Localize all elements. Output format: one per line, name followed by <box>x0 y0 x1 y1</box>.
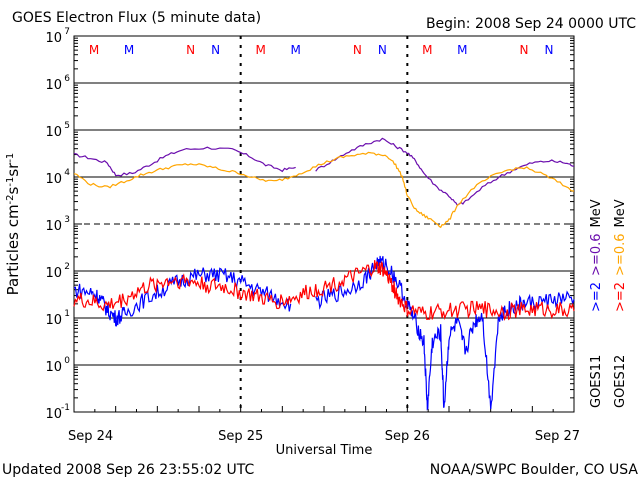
series-line-2 <box>73 151 575 229</box>
x-tick-label-3: Sep 27 <box>535 429 580 444</box>
event-marker-0: M <box>89 43 99 57</box>
x-axis-ticks: Sep 24 Sep 25 Sep 26 Sep 27 <box>68 404 580 444</box>
right-legend-goes12-name-text: GOES12 <box>613 355 628 408</box>
event-marker-7: N <box>378 43 387 57</box>
x-tick-label-2: Sep 26 <box>385 429 430 444</box>
right-legend-goes11: >=2 >=0.6 MeV <box>589 199 604 312</box>
y-axis-title-sr: sr <box>4 162 22 177</box>
y-axis-title-s: s <box>4 186 22 194</box>
right-legend-item: >=2 <box>589 282 604 312</box>
y-axis-title: Particles cm-2s-1sr-1 <box>4 153 22 296</box>
y-tick-label-7: 10 <box>45 78 62 93</box>
y-axis-title-text: Particles cm <box>4 204 22 295</box>
y-axis-title-exp3: -1 <box>5 153 16 163</box>
begin-time: Begin: 2008 Sep 24 0000 UTC <box>426 16 636 32</box>
right-legend-item: >=0.6 <box>589 233 604 275</box>
credit: NOAA/SWPC Boulder, CO USA <box>430 462 639 478</box>
y-tick-exp-0: -1 <box>61 403 70 413</box>
x-axis-title: Universal Time <box>276 443 373 458</box>
right-legend-item: >=0.6 <box>613 233 628 275</box>
right-legend-item: MeV <box>589 199 604 227</box>
right-legend-text-goes11: >=2 >=0.6 MeV <box>589 199 604 312</box>
updated-time: Updated 2008 Sep 26 23:55:02 UTC <box>2 462 255 478</box>
event-marker-9: M <box>457 43 467 57</box>
event-marker-8: M <box>422 43 432 57</box>
y-tick-exp-3: 2 <box>64 262 70 272</box>
y-tick-label-5: 10 <box>45 172 62 187</box>
y-tick-label-8: 10 <box>45 31 62 46</box>
event-marker-5: M <box>290 43 300 57</box>
y-axis-title-exp1: -2 <box>5 194 16 204</box>
event-marker-10: N <box>520 43 529 57</box>
y-tick-exp-6: 5 <box>64 121 70 131</box>
y-tick-label-3: 10 <box>45 266 62 281</box>
y-tick-exp-2: 1 <box>64 309 70 319</box>
y-tick-exp-1: 0 <box>64 356 70 366</box>
y-axis-title-exp2: -1 <box>5 177 16 187</box>
y-tick-label-4: 10 <box>45 219 62 234</box>
right-legend: >=2 >=0.6 MeV >=2 >=0.6 MeV GOES11 GOES12 <box>589 199 628 408</box>
y-tick-exp-7: 6 <box>64 74 70 84</box>
event-marker-4: M <box>255 43 265 57</box>
y-tick-label-1: 10 <box>45 360 62 375</box>
right-legend-item: >=2 <box>613 282 628 312</box>
series-lines <box>73 137 575 411</box>
chart-title: GOES Electron Flux (5 minute data) <box>12 10 261 26</box>
event-marker-1: M <box>124 43 134 57</box>
event-marker-11: N <box>545 43 554 57</box>
right-legend-goes11-name-text: GOES11 <box>589 355 604 408</box>
right-legend-text-goes12: >=2 >=0.6 MeV <box>613 199 628 312</box>
y-tick-exp-8: 7 <box>64 27 70 37</box>
y-tick-label-0: 10 <box>45 407 62 422</box>
series-line-1 <box>315 137 575 207</box>
right-legend-goes11-name: GOES11 <box>589 355 604 408</box>
y-tick-label-2: 10 <box>45 313 62 328</box>
series-line-5 <box>73 260 575 322</box>
x-tick-label-1: Sep 25 <box>218 429 263 444</box>
series-line-3 <box>73 267 292 327</box>
right-legend-item: MeV <box>613 199 628 227</box>
y-tick-label-6: 10 <box>45 125 62 140</box>
event-marker-3: N <box>211 43 220 57</box>
event-marker-2: N <box>186 43 195 57</box>
right-legend-goes12: >=2 >=0.6 MeV <box>613 199 628 312</box>
series-line-0 <box>73 146 296 177</box>
y-tick-exp-5: 4 <box>64 168 70 178</box>
event-marker-6: N <box>353 43 362 57</box>
y-tick-exp-4: 3 <box>64 215 70 225</box>
right-legend-goes12-name: GOES12 <box>613 355 628 408</box>
svg-text:Particles cm-2s-1sr-1: Particles cm-2s-1sr-1 <box>4 153 22 296</box>
x-tick-label-0: Sep 24 <box>68 429 113 444</box>
